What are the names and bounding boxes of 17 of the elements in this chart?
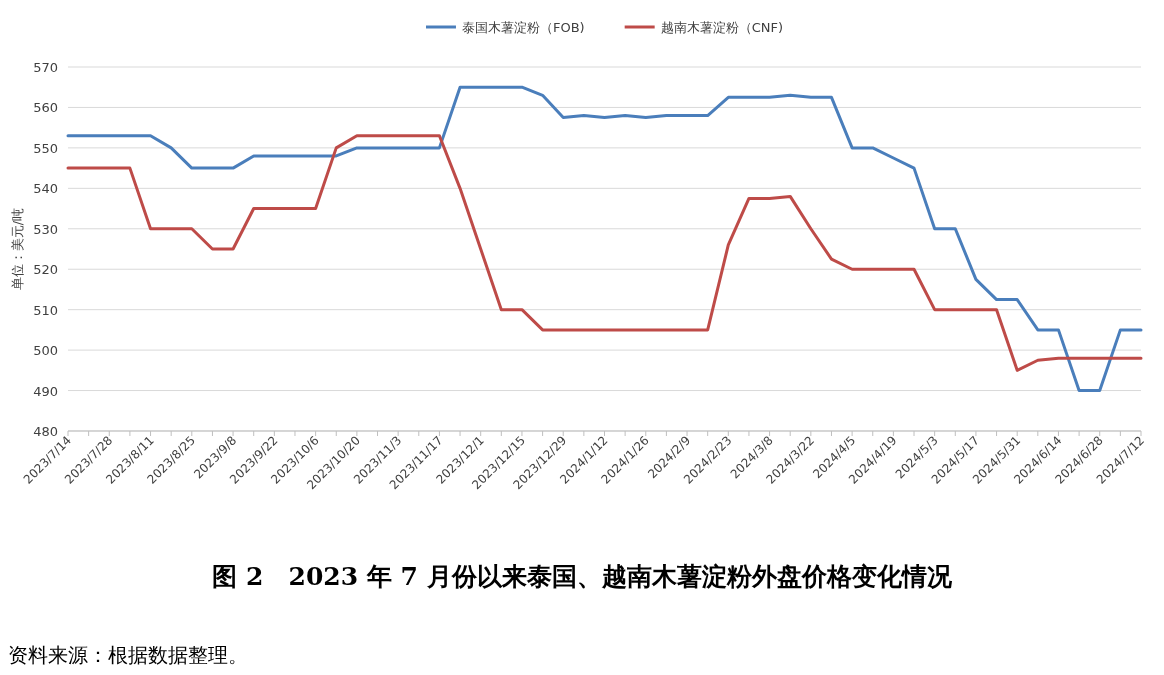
y-tick-label: 540 — [33, 181, 58, 197]
y-tick-label: 500 — [33, 343, 58, 359]
y-tick-label: 570 — [33, 60, 58, 75]
y-tick-label: 490 — [33, 383, 58, 399]
line-series — [66, 134, 1143, 372]
legend-label: 越南木薯淀粉（CNF) — [660, 20, 784, 35]
line-series — [66, 85, 1143, 393]
text: 图 2 2023 年 7 月份以来泰国、越南木薯淀粉外盘价格变化情况 — [212, 562, 953, 591]
y-tick-label: 510 — [33, 302, 58, 318]
y-tick-label: 550 — [33, 140, 58, 156]
text: 资料来源：根据数据整理。 — [8, 643, 248, 667]
y-tick-label: 560 — [33, 100, 58, 116]
y-axis-title: 单位：美元/吨 — [10, 207, 25, 291]
legend-label: 泰国木薯淀粉（FOB) — [461, 20, 585, 35]
y-tick-label: 520 — [33, 262, 58, 278]
y-tick-label: 480 — [33, 424, 58, 439]
y-tick-label: 530 — [33, 221, 58, 237]
